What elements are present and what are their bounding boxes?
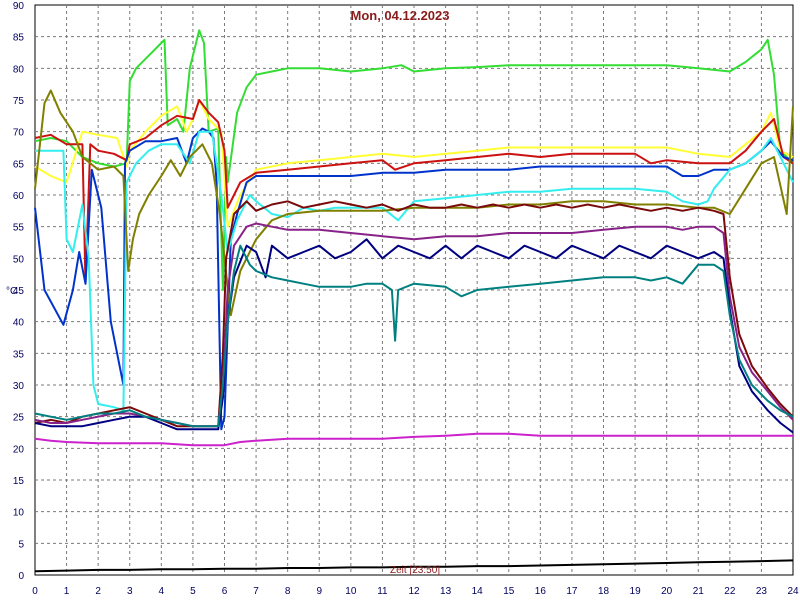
series-layer [34,29,794,573]
series-line-11 [34,432,793,447]
x-tick-label: 5 [190,586,196,597]
grid-layer [34,4,794,576]
series-line-10 [34,244,794,428]
x-tick-label: 12 [408,586,420,597]
y-tick-label: 15 [13,476,25,487]
series-line-12 [34,559,794,573]
x-tick-label: 10 [345,586,357,597]
y-tick-label: 5 [18,539,24,550]
y-tick-label: 80 [13,64,25,75]
y-axis-label: °C [6,286,17,297]
x-tick-label: 18 [598,586,610,597]
x-tick-label: 7 [253,586,259,597]
y-tick-label: 90 [13,1,25,12]
x-tick-label: 17 [566,586,578,597]
y-tick-label: 35 [13,349,25,360]
y-tick-label: 30 [13,381,25,392]
x-tick-label: 4 [159,586,165,597]
x-tick-label: 3 [127,586,133,597]
y-tick-label: 10 [13,508,25,519]
chart-title: Mon, 04.12.2023 [350,8,450,23]
y-tick-label: 0 [18,571,24,582]
y-tick-label: 20 [13,444,25,455]
x-axis-label: Zeit [23:50] [390,565,440,576]
y-tick-label: 55 [13,223,25,234]
x-tick-label: 21 [693,586,705,597]
series-line-9 [34,238,794,434]
y-tick-label: 60 [13,191,25,202]
x-tick-label: 15 [503,586,515,597]
series-line-3 [34,99,794,285]
y-tick-label: 50 [13,254,25,265]
x-tick-label: 14 [472,586,484,597]
x-tick-label: 22 [724,586,736,597]
y-tick-label: 75 [13,96,25,107]
y-tick-label: 85 [13,33,25,44]
series-line-7 [34,200,794,428]
x-tick-label: 19 [630,586,642,597]
y-tick-label: 45 [13,286,25,297]
y-tick-label: 40 [13,318,25,329]
y-tick-label: 25 [13,413,25,424]
x-tick-label: 6 [222,586,228,597]
x-tick-label: 1 [64,586,70,597]
series-line-1 [34,29,794,291]
y-tick-label: 65 [13,159,25,170]
y-tick-label: 70 [13,128,25,139]
series-line-6 [34,89,794,317]
x-tick-label: 2 [95,586,101,597]
x-tick-label: 8 [285,586,291,597]
x-tick-label: 20 [661,586,673,597]
x-tick-label: 11 [377,586,388,597]
x-tick-label: 24 [787,586,799,597]
x-tick-label: 23 [756,586,768,597]
x-tick-label: 13 [440,586,452,597]
series-line-4 [34,127,794,431]
series-line-2 [34,99,794,228]
x-tick-label: 9 [316,586,322,597]
x-tick-label: 16 [535,586,547,597]
axis-layer: °C Zeit [23:50] 0 1 2 3 4 5 6 7 8 9 10 11 12 13 14 15 16… [6,1,799,597]
x-tick-label: 0 [32,586,38,597]
